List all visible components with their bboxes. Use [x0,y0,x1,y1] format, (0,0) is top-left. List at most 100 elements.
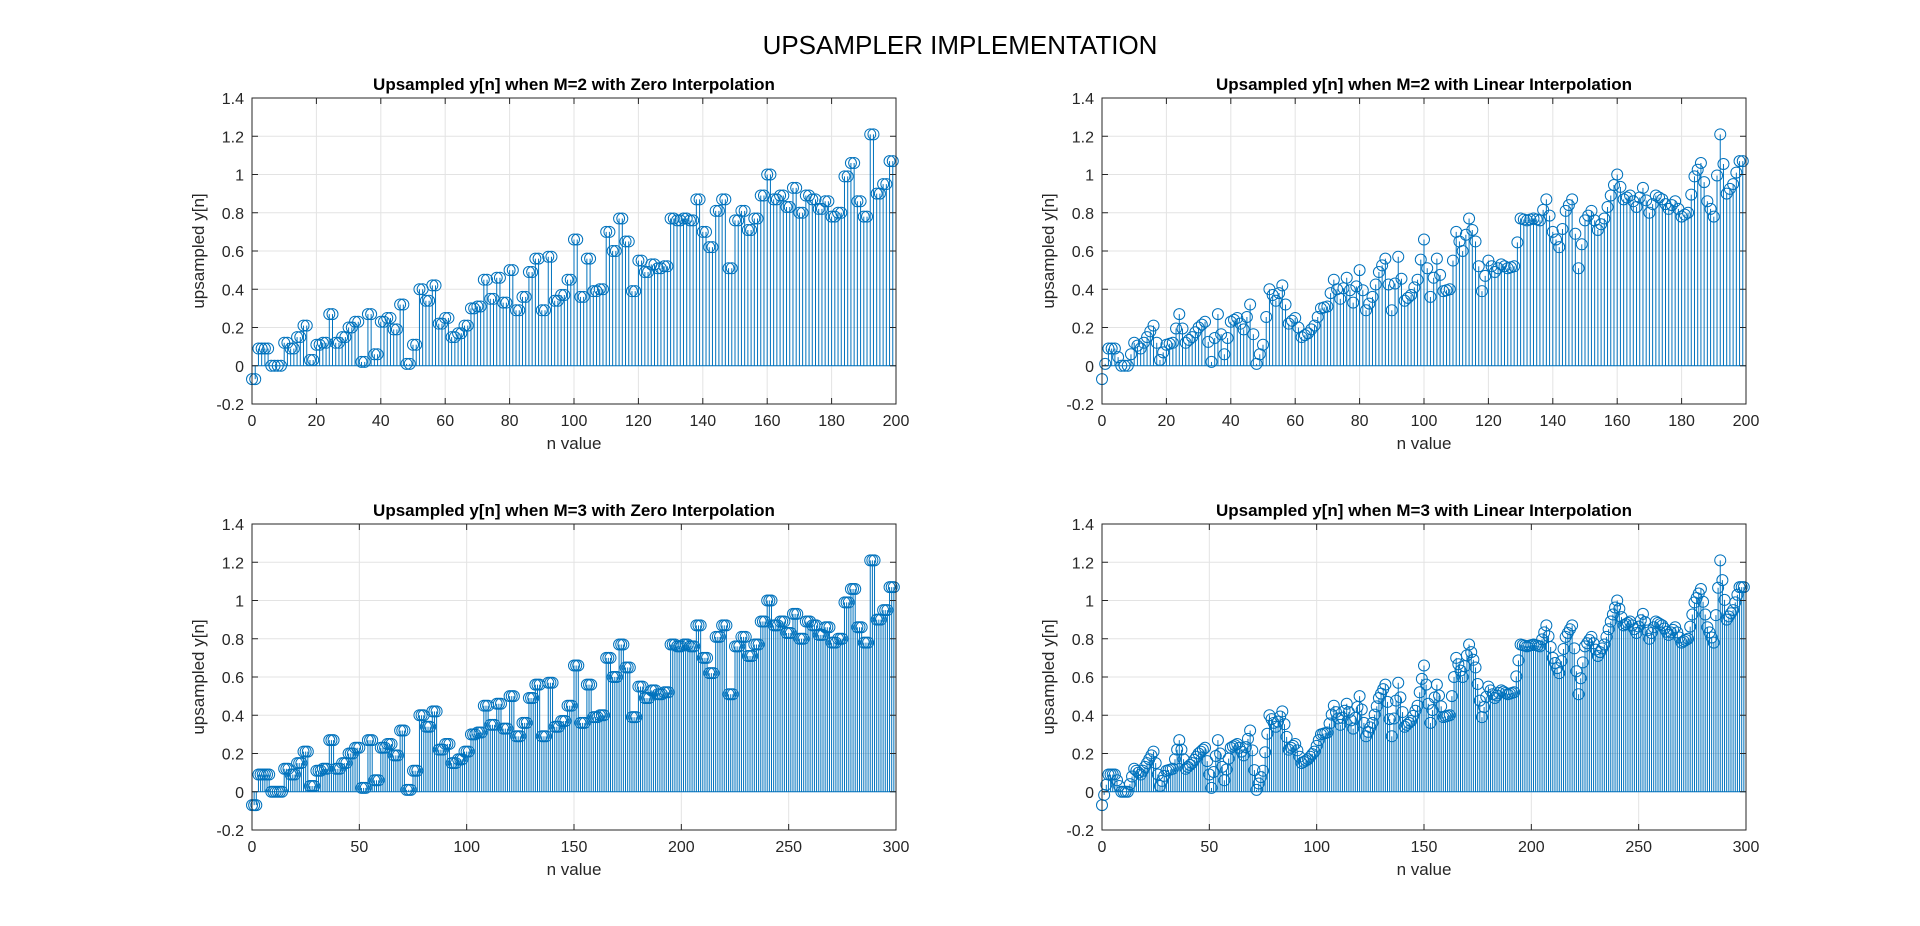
stem-marker [1682,206,1695,219]
stem-marker [1411,273,1424,286]
stem-marker [252,342,265,355]
stem-marker [1153,354,1166,367]
stem-marker [1730,166,1743,179]
stem-marker [284,342,297,355]
stem-marker [1536,633,1549,646]
stem-marker [1215,328,1228,341]
stem-marker [1737,581,1750,594]
stem-marker [1422,697,1435,710]
stem-marker [1675,210,1688,223]
stem-marker [835,206,848,219]
stem-marker [1705,631,1718,644]
stem-marker [1211,734,1224,747]
stem-marker [1266,288,1279,301]
y-tick-label: 0.6 [1072,670,1094,687]
stem-marker [1291,744,1304,757]
stem-marker [1717,157,1730,170]
stem-marker [400,357,413,370]
x-tick-label: 200 [1733,413,1760,430]
stem-marker [398,724,411,737]
stem-marker [1430,252,1443,265]
y-tick-label: 0.2 [1072,321,1094,338]
y-tick-label: 0.2 [1072,747,1094,764]
stem-marker [1205,355,1218,368]
stem-marker [823,621,836,634]
stem-marker [1121,359,1134,372]
stem-marker [297,319,310,332]
stem-marker [1426,704,1439,717]
stem-marker [1385,730,1398,743]
x-tick-label: 300 [1733,839,1760,856]
stem-marker [738,204,751,217]
stem-marker [1246,744,1259,757]
stem-marker [1205,781,1218,794]
y-tick-label: -0.2 [216,823,244,840]
x-tick-label: 100 [453,839,480,856]
stem-marker [1166,336,1179,349]
stem-marker [1170,322,1183,335]
stem-marker [1712,581,1725,594]
stem-marker [1678,208,1691,221]
stem-marker [448,331,461,344]
x-tick-label: 0 [248,839,257,856]
stem-marker [276,785,289,798]
stem-marker [1247,328,1260,341]
stem-marker [880,178,893,191]
y-tick-label: 0.4 [222,282,244,299]
stem-marker [797,632,810,645]
stem-marker [598,709,611,722]
x-tick-label: 100 [1303,839,1330,856]
stem-marker [1407,709,1420,722]
stem-marker [1482,254,1495,267]
stem-marker [1662,202,1675,215]
stem-marker [1691,163,1704,176]
stem-marker [1231,311,1244,324]
stem-marker [1366,290,1379,303]
stem-marker [1645,627,1658,640]
stem-marker [844,157,857,170]
stem-marker [387,323,400,336]
stem-marker [307,354,320,367]
stem-marker [1175,743,1188,756]
stem-marker [822,195,835,208]
stem-marker [484,292,497,305]
stem-marker [1260,310,1273,323]
stem-marker [1289,737,1302,750]
stem-marker [1257,764,1269,777]
stem-marker [1285,314,1298,327]
stem-marker [609,245,622,257]
stem-marker [643,692,656,705]
x-tick-label: 160 [1604,413,1631,430]
stem-marker [475,726,488,739]
stem-marker [1234,317,1247,330]
stem-marker [1385,304,1398,317]
stem-marker [1308,319,1321,332]
stem-marker [378,315,391,328]
stem-marker [886,155,899,168]
stem-marker [1156,774,1169,787]
stem-marker [1711,169,1724,182]
stem-marker [1308,745,1321,758]
stem-marker [1694,583,1707,596]
stem-marker [300,319,313,332]
stem-marker [616,212,629,225]
stem-marker [255,342,268,355]
stem-marker [355,355,368,368]
stem-marker [464,302,477,315]
stem-marker [1475,285,1488,298]
stem-marker [887,581,900,594]
subplot-title: Upsampled y[n] when M=3 with Zero Interp… [373,501,775,520]
stem-marker [1327,699,1340,712]
x-tick-label: 0 [1098,839,1107,856]
stem-marker [706,241,719,254]
stem-marker [815,202,828,215]
stem-marker [1553,241,1566,254]
x-tick-label: 100 [1411,413,1438,430]
stem-marker [527,692,540,705]
stem-marker [838,170,851,183]
stem-marker [712,204,725,217]
stem-marker [542,250,555,263]
stem-marker [1574,672,1587,685]
stem-marker [1355,703,1368,716]
stem-marker [1311,310,1324,323]
